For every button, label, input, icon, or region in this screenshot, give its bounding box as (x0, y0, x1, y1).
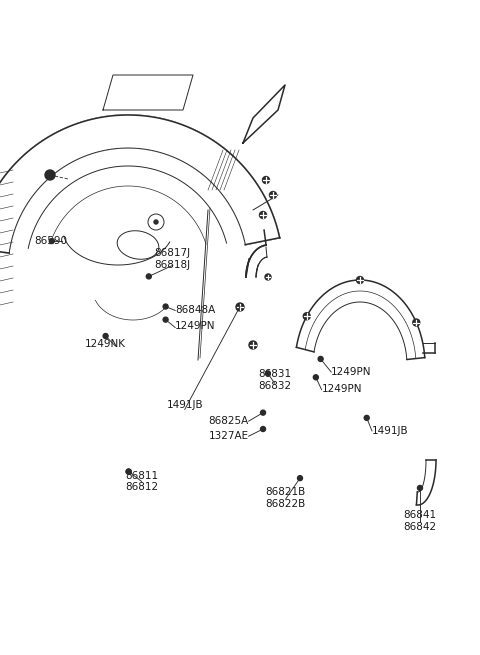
Circle shape (265, 274, 271, 280)
Circle shape (261, 410, 265, 415)
Polygon shape (243, 85, 285, 143)
Text: 86811
86812: 86811 86812 (125, 471, 158, 492)
Circle shape (236, 303, 244, 311)
Circle shape (265, 371, 270, 376)
Circle shape (163, 317, 168, 322)
Polygon shape (246, 245, 267, 277)
Text: 1491JB: 1491JB (372, 426, 408, 436)
Text: 86825A: 86825A (208, 415, 249, 426)
Text: 86848A: 86848A (175, 305, 216, 315)
Polygon shape (103, 75, 193, 110)
Circle shape (413, 319, 420, 326)
Circle shape (146, 274, 151, 279)
Circle shape (418, 485, 422, 491)
Text: 1249PN: 1249PN (331, 367, 372, 377)
Polygon shape (0, 115, 280, 253)
Circle shape (49, 238, 54, 244)
Circle shape (269, 191, 276, 198)
Text: 1249NK: 1249NK (85, 339, 126, 349)
Text: 86817J
86818J: 86817J 86818J (155, 248, 191, 269)
Text: 86590: 86590 (34, 236, 67, 246)
Circle shape (298, 476, 302, 481)
Circle shape (103, 333, 108, 339)
Circle shape (163, 304, 168, 309)
Text: 1327AE: 1327AE (208, 431, 249, 441)
Circle shape (249, 341, 257, 349)
Circle shape (364, 415, 369, 421)
Circle shape (126, 469, 131, 474)
Circle shape (318, 356, 323, 362)
Text: 1249PN: 1249PN (175, 321, 216, 331)
Text: 86841
86842: 86841 86842 (403, 510, 437, 531)
Circle shape (126, 469, 131, 474)
Polygon shape (297, 280, 425, 360)
Circle shape (263, 176, 269, 183)
Circle shape (313, 375, 318, 380)
Text: 86831
86832: 86831 86832 (258, 369, 291, 390)
Circle shape (154, 220, 158, 224)
Text: 86821B
86822B: 86821B 86822B (265, 487, 306, 508)
Text: 1491JB: 1491JB (167, 400, 203, 410)
Circle shape (303, 312, 310, 320)
Circle shape (357, 276, 363, 284)
Circle shape (45, 170, 55, 180)
Polygon shape (417, 460, 436, 505)
Circle shape (261, 426, 265, 432)
Text: 1249PN: 1249PN (322, 384, 362, 394)
Circle shape (260, 212, 266, 219)
